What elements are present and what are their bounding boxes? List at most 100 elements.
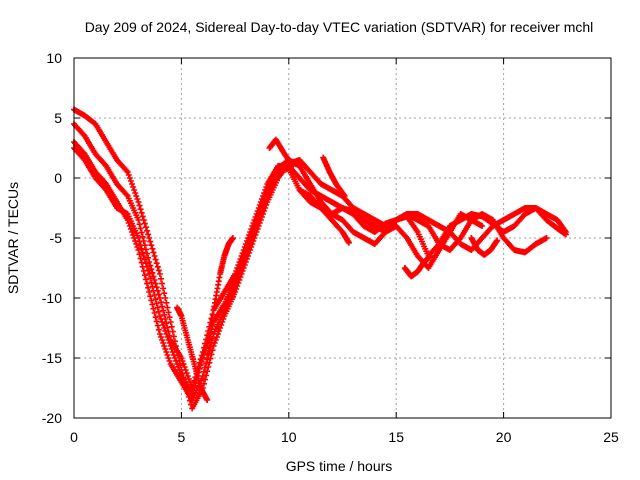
x-axis-label: GPS time / hours bbox=[286, 458, 393, 474]
data-point bbox=[141, 220, 148, 227]
data-point bbox=[163, 320, 170, 327]
y-tick-label: 5 bbox=[54, 110, 62, 126]
x-tick-label: 5 bbox=[178, 429, 186, 445]
data-point bbox=[151, 253, 158, 259]
data-point bbox=[341, 193, 348, 199]
data-point bbox=[202, 364, 209, 371]
data-point bbox=[161, 343, 168, 349]
data-point bbox=[131, 187, 138, 193]
y-tick-label: 10 bbox=[46, 50, 62, 66]
data-point bbox=[148, 242, 155, 249]
data-point bbox=[204, 332, 211, 339]
data-point bbox=[137, 225, 144, 232]
data-point bbox=[153, 284, 160, 291]
data-point bbox=[494, 237, 501, 244]
data-point bbox=[145, 231, 152, 238]
data-point bbox=[154, 263, 161, 270]
data-point bbox=[162, 295, 169, 301]
data-point bbox=[180, 361, 187, 367]
data-point bbox=[177, 370, 184, 376]
data-point bbox=[249, 223, 256, 229]
data-point bbox=[170, 352, 177, 358]
data-point bbox=[141, 242, 148, 249]
data-point bbox=[140, 217, 147, 223]
data-point bbox=[155, 326, 162, 333]
data-point bbox=[147, 262, 154, 269]
y-tick-label: -5 bbox=[50, 230, 63, 246]
data-point bbox=[152, 314, 159, 321]
data-point bbox=[184, 373, 191, 379]
data-point bbox=[142, 276, 149, 283]
data-point bbox=[144, 250, 151, 257]
data-point bbox=[256, 202, 263, 208]
data-point bbox=[146, 271, 153, 277]
data-point bbox=[148, 266, 155, 273]
data-point bbox=[133, 241, 140, 247]
data-point bbox=[164, 304, 171, 311]
data-point bbox=[152, 256, 159, 263]
data-point bbox=[153, 318, 160, 325]
data-point bbox=[171, 355, 178, 361]
data-point bbox=[136, 251, 143, 258]
data-point bbox=[142, 246, 149, 253]
data-point bbox=[156, 331, 163, 337]
data-point bbox=[149, 301, 156, 308]
x-tick-label: 10 bbox=[281, 429, 297, 445]
data-point bbox=[162, 346, 169, 352]
data-point bbox=[137, 206, 144, 213]
data-point bbox=[165, 328, 172, 335]
trace-fragment-8 bbox=[468, 235, 501, 258]
y-tick-label: -10 bbox=[42, 290, 62, 306]
y-tick-label: -15 bbox=[42, 350, 62, 366]
data-point bbox=[125, 172, 132, 178]
data-point bbox=[126, 175, 133, 181]
trace-fragment-5 bbox=[296, 187, 352, 246]
chart-title: Day 209 of 2024, Sidereal Day-to-day VTE… bbox=[85, 19, 594, 35]
data-point bbox=[161, 311, 168, 318]
data-point bbox=[140, 253, 147, 259]
data-point bbox=[200, 368, 207, 375]
data-point bbox=[156, 295, 163, 301]
data-point bbox=[258, 196, 265, 202]
data-point bbox=[154, 322, 161, 329]
plot-frame bbox=[73, 57, 612, 419]
data-point bbox=[156, 313, 163, 319]
data-point bbox=[182, 367, 189, 373]
data-point bbox=[161, 290, 168, 297]
data-point bbox=[196, 359, 203, 366]
data-point bbox=[147, 238, 154, 245]
data-point bbox=[252, 214, 259, 220]
data-point bbox=[247, 241, 254, 247]
data-point bbox=[257, 199, 264, 205]
trace-fragment-6 bbox=[320, 154, 348, 199]
data-point bbox=[165, 309, 172, 316]
data-point bbox=[159, 303, 166, 310]
data-point bbox=[148, 279, 155, 286]
data-point bbox=[159, 319, 166, 325]
data-point bbox=[246, 232, 253, 238]
data-point bbox=[160, 285, 167, 292]
data-point bbox=[186, 379, 193, 385]
data-point bbox=[159, 280, 166, 287]
data-point bbox=[162, 316, 169, 322]
data-point bbox=[229, 235, 236, 241]
data-point bbox=[133, 193, 140, 199]
data-point bbox=[179, 358, 186, 364]
data-point bbox=[142, 260, 149, 267]
data-point bbox=[212, 337, 219, 343]
series-trace-4 bbox=[71, 121, 569, 391]
data-point bbox=[543, 235, 550, 241]
data-point bbox=[135, 247, 142, 253]
data-point bbox=[150, 273, 157, 280]
data-point bbox=[128, 229, 135, 235]
data-point bbox=[152, 296, 159, 303]
data-point bbox=[151, 277, 158, 283]
data-layer bbox=[71, 106, 569, 412]
data-point bbox=[345, 239, 352, 246]
trace-fragment-4 bbox=[266, 136, 297, 169]
data-point bbox=[217, 325, 224, 331]
data-point bbox=[199, 373, 206, 379]
data-point bbox=[169, 349, 176, 355]
data-point bbox=[175, 364, 182, 370]
